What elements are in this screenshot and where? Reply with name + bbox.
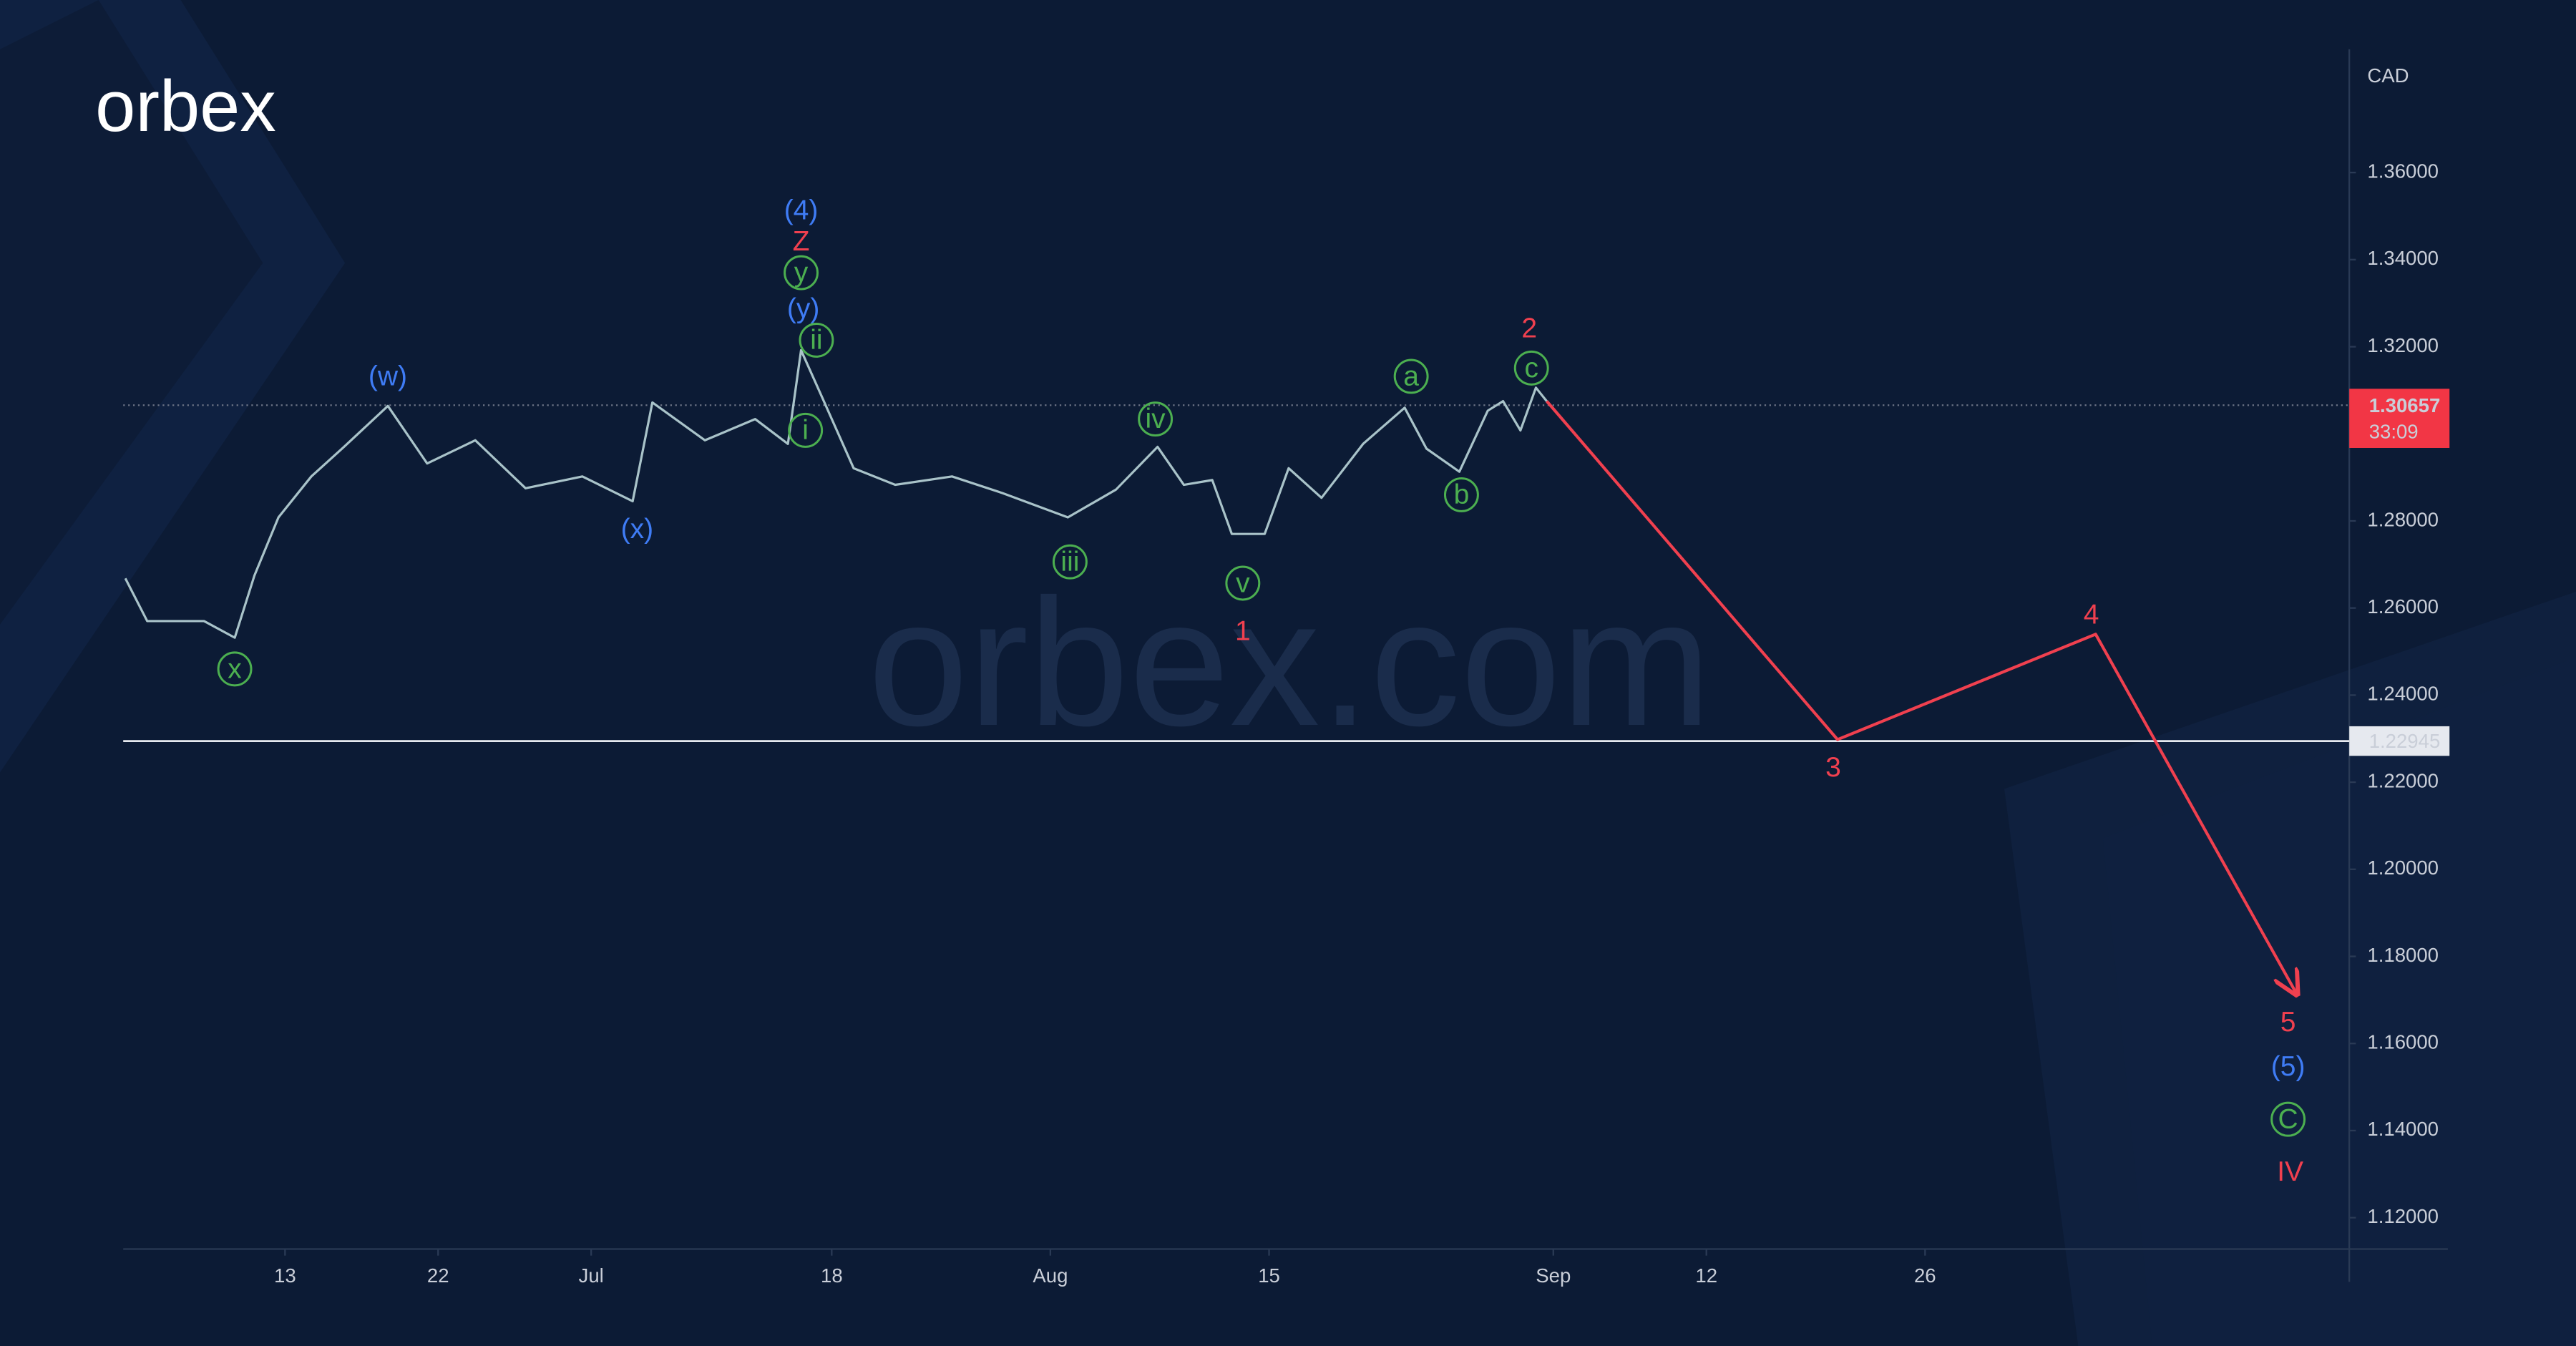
wave-circle xyxy=(1513,350,1549,386)
x-tick-label: 13 xyxy=(274,1264,296,1287)
wave-circle xyxy=(1225,565,1261,601)
wave-label: c xyxy=(1524,353,1538,384)
price-path xyxy=(124,348,1548,639)
y-unit: CAD xyxy=(2367,64,2409,87)
wave-label: (5) xyxy=(2271,1051,2306,1082)
wave-label: ii xyxy=(810,325,822,356)
wave-circle xyxy=(1052,544,1088,580)
decor-shape xyxy=(2102,657,2576,1346)
wave-label: 3 xyxy=(1825,752,1841,783)
x-tick-label: Jul xyxy=(579,1264,604,1287)
wave-label: 5 xyxy=(2280,1007,2296,1038)
forecast-path xyxy=(1546,400,2297,995)
wave-circle xyxy=(1393,359,1429,394)
y-tick-label: 1.16000 xyxy=(2367,1031,2439,1053)
y-tick-label: 1.36000 xyxy=(2367,160,2439,182)
y-tick-label: 1.28000 xyxy=(2367,508,2439,530)
wave-label: b xyxy=(1454,479,1470,510)
wave-label: (w) xyxy=(369,361,407,392)
wave-label: IV xyxy=(2277,1156,2303,1187)
wave-circle xyxy=(799,322,834,358)
wave-label: (4) xyxy=(784,195,819,226)
wave-label: i xyxy=(802,415,809,446)
y-tick-label: 1.18000 xyxy=(2367,944,2439,966)
wave-label: x xyxy=(228,653,242,684)
wave-label: (y) xyxy=(787,293,819,324)
y-tick-label: 1.22000 xyxy=(2367,769,2439,791)
price-label-box xyxy=(2349,389,2450,448)
wave-label: Z xyxy=(793,226,810,257)
x-tick-label: 15 xyxy=(1258,1264,1280,1287)
x-tick-label: 26 xyxy=(1914,1264,1936,1287)
wave-circle xyxy=(788,412,824,448)
decor-shape xyxy=(0,0,263,625)
y-tick-label: 1.32000 xyxy=(2367,334,2439,356)
wave-label: C xyxy=(2278,1104,2298,1135)
wave-circle xyxy=(1138,401,1174,437)
price-label: 1.30657 xyxy=(2369,394,2441,416)
y-tick-label: 1.24000 xyxy=(2367,683,2439,705)
y-tick-label: 1.34000 xyxy=(2367,247,2439,269)
wave-label: v xyxy=(1236,568,1250,599)
y-tick-label: 1.14000 xyxy=(2367,1118,2439,1140)
x-tick-label: 22 xyxy=(427,1264,449,1287)
wave-label: 1 xyxy=(1235,616,1251,647)
x-tick-label: 18 xyxy=(821,1264,843,1287)
wave-label: a xyxy=(1403,361,1419,392)
y-tick-label: 1.26000 xyxy=(2367,595,2439,618)
brand-logo: orbex xyxy=(95,67,276,147)
wave-label: y xyxy=(794,258,809,288)
wave-label: iii xyxy=(1060,547,1079,577)
y-tick-label: 1.12000 xyxy=(2367,1205,2439,1227)
wave-circle xyxy=(784,255,819,291)
level-label: 1.22945 xyxy=(2369,730,2441,752)
y-tick-label: 1.20000 xyxy=(2367,857,2439,879)
wave-label: 4 xyxy=(2084,599,2099,630)
wave-circle xyxy=(2270,1101,2306,1137)
x-tick-label: 12 xyxy=(1695,1264,1717,1287)
wave-circle xyxy=(1443,477,1479,512)
countdown-label: 33:09 xyxy=(2369,421,2419,443)
level-label-box xyxy=(2349,726,2450,756)
x-tick-label: Aug xyxy=(1033,1264,1068,1287)
x-tick-label: Sep xyxy=(1536,1264,1571,1287)
wave-label: iv xyxy=(1146,404,1166,434)
wave-label: (x) xyxy=(621,514,653,545)
wave-label: 2 xyxy=(1521,313,1537,344)
watermark: orbex.com xyxy=(868,561,1712,764)
wave-circle xyxy=(217,651,253,687)
